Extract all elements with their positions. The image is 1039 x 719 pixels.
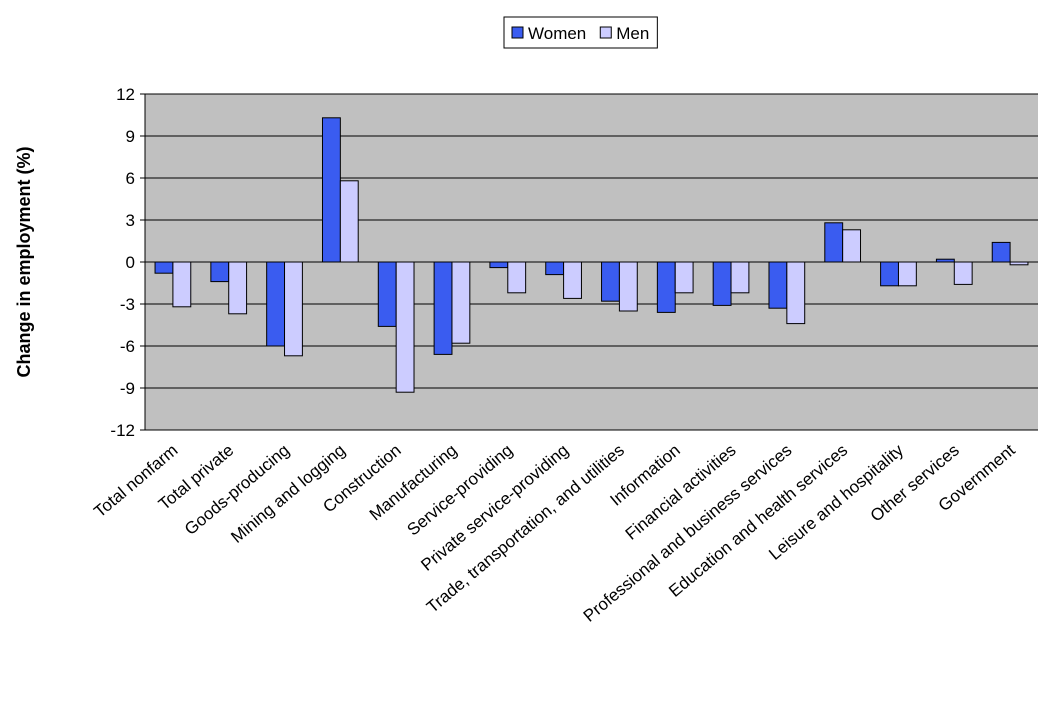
bar: [339, 180, 359, 263]
legend-swatch: [511, 26, 524, 39]
y-tick-label: -6: [120, 337, 135, 356]
y-tick-label: 0: [126, 253, 135, 272]
bar: [601, 261, 620, 302]
bar: [768, 261, 788, 309]
bar: [507, 261, 527, 294]
bar: [1009, 261, 1029, 266]
bar: [433, 261, 453, 355]
bar: [154, 261, 174, 274]
bar: [991, 241, 1011, 263]
bar: [395, 261, 415, 393]
bar: [210, 261, 230, 283]
bar: [656, 261, 676, 313]
bar: [228, 261, 248, 315]
legend-label: Women: [528, 24, 586, 43]
bar: [321, 117, 341, 263]
bar: [377, 261, 397, 327]
y-tick-label: 3: [126, 211, 135, 230]
y-tick-label: -9: [120, 379, 135, 398]
bar: [545, 261, 565, 276]
bar: [563, 261, 582, 299]
bar: [618, 261, 638, 312]
bar: [266, 261, 286, 347]
bar: [712, 261, 732, 306]
bar: [842, 229, 862, 263]
bar: [489, 261, 509, 269]
bar: [897, 261, 917, 287]
legend-box: [503, 16, 658, 49]
y-axis-title: Change in employment (%): [14, 146, 34, 377]
bar: [824, 222, 844, 263]
bar: [674, 261, 694, 294]
y-tick-label: 12: [116, 85, 135, 104]
bar: [880, 261, 899, 287]
y-tick-label: 9: [126, 127, 135, 146]
y-tick-label: -3: [120, 295, 135, 314]
legend-label: Men: [616, 24, 649, 43]
y-tick-label: -12: [110, 421, 135, 440]
bar: [935, 258, 955, 263]
bar: [451, 261, 471, 344]
bar: [730, 261, 750, 294]
bar: [953, 261, 973, 285]
bar: [172, 261, 192, 308]
legend-swatch: [599, 26, 612, 39]
bar: [284, 261, 303, 357]
y-tick-label: 6: [126, 169, 135, 188]
bar: [786, 261, 806, 325]
